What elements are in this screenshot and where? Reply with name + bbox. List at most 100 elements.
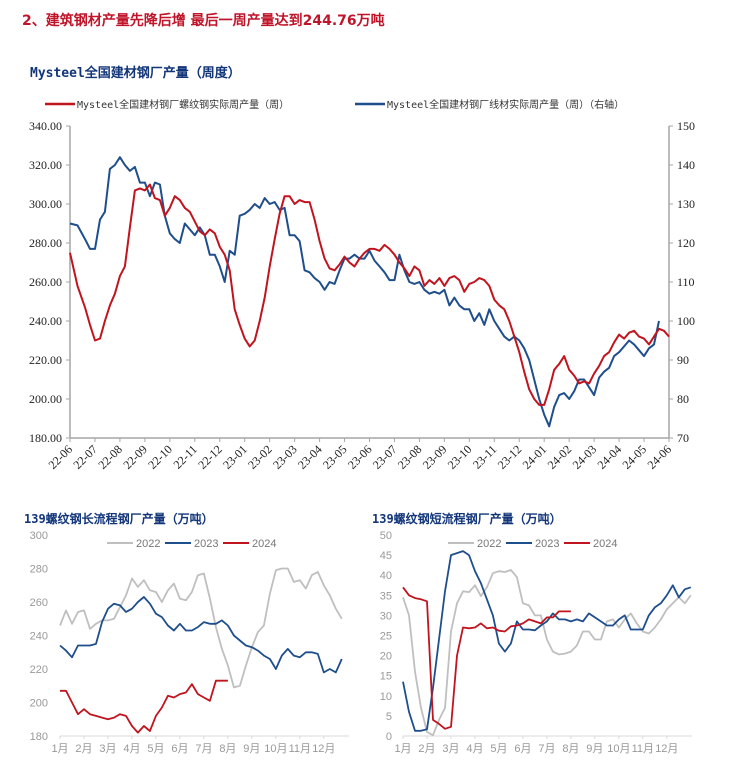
x-tick-label: 24-03 (570, 442, 600, 472)
right-y-tick-label: 100 (677, 314, 695, 328)
x-tick-label: 24-04 (595, 442, 625, 472)
y-tick-label: 260 (30, 597, 48, 609)
x-tick-label: 23-10 (445, 442, 475, 472)
left-y-tick-label: 260.00 (29, 275, 62, 289)
x-tick-label: 22-09 (120, 442, 150, 472)
x-tick-label: 22-11 (171, 442, 200, 471)
right-y-tick-label: 130 (677, 197, 695, 211)
series-line-2022 (59, 567, 343, 689)
y-tick-label: 15 (380, 671, 392, 683)
x-tick-label: 23-02 (245, 442, 275, 472)
x-tick-label: 24-02 (545, 442, 575, 472)
right-y-tick-label: 120 (677, 236, 695, 250)
x-tick-label: 22-07 (70, 442, 100, 472)
x-tick-label: 11月 (632, 743, 654, 755)
left-y-tick-label: 240.00 (29, 314, 62, 328)
x-tick-label: 2月 (75, 743, 92, 755)
x-tick-label: 3月 (99, 743, 116, 755)
x-tick-label: 6月 (514, 743, 531, 755)
y-tick-label: 0 (386, 731, 392, 743)
left-y-tick-label: 180.00 (29, 431, 62, 445)
rebar-series-line (69, 183, 670, 406)
y-tick-label: 280 (30, 564, 48, 576)
x-tick-label: 23-11 (470, 442, 499, 471)
left-y-tick-label: 300.00 (29, 197, 62, 211)
x-tick-label: 12月 (312, 743, 335, 755)
x-tick-label: 23-03 (270, 442, 300, 472)
right-y-tick-label: 80 (677, 392, 689, 406)
x-tick-label: 11月 (289, 743, 311, 755)
x-tick-label: 10月 (607, 743, 630, 755)
right-y-tick-label: 90 (677, 353, 689, 367)
wire-series-line (69, 156, 660, 428)
x-tick-label: 23-09 (420, 442, 450, 472)
right-y-tick-label: 110 (677, 275, 695, 289)
x-tick-label: 4月 (123, 743, 140, 755)
y-tick-label: 20 (380, 651, 392, 663)
legend-label-2022: 2022 (136, 538, 160, 550)
y-tick-label: 180 (30, 731, 48, 743)
x-tick-label: 5月 (490, 743, 507, 755)
x-tick-label: 7月 (538, 743, 555, 755)
y-tick-label: 300 (30, 530, 48, 542)
left-y-tick-label: 280.00 (29, 236, 62, 250)
left-y-tick-label: 200.00 (29, 392, 62, 406)
x-tick-label: 23-05 (320, 442, 350, 472)
x-tick-label: 23-04 (295, 442, 325, 472)
y-tick-label: 45 (380, 550, 392, 562)
legend-label-2022: 2022 (477, 538, 501, 550)
x-tick-label: 8月 (219, 743, 236, 755)
series-line-2022 (402, 569, 692, 737)
right-y-tick-label: 140 (677, 158, 695, 172)
x-tick-label: 1月 (394, 743, 411, 755)
y-tick-label: 40 (380, 570, 392, 582)
y-tick-label: 200 (30, 698, 48, 710)
legend-label-2023: 2023 (535, 538, 559, 550)
x-tick-label: 24-06 (644, 442, 674, 472)
x-tick-label: 22-12 (195, 442, 225, 472)
x-tick-label: 2月 (418, 743, 435, 755)
series-line-2023 (59, 596, 343, 674)
left-y-tick-label: 320.00 (29, 158, 62, 172)
x-tick-label: 9月 (243, 743, 260, 755)
x-tick-label: 7月 (195, 743, 212, 755)
y-tick-label: 50 (380, 530, 392, 542)
x-tick-label: 6月 (171, 743, 188, 755)
y-tick-label: 5 (386, 711, 392, 723)
legend-label-2024: 2024 (593, 538, 617, 550)
left-y-tick-label: 340.00 (29, 119, 62, 133)
x-tick-label: 4月 (466, 743, 483, 755)
legend-label-wire: Mysteel全国建材钢厂线材实际周产量（周）（右轴） (387, 98, 624, 111)
x-tick-label: 24-01 (520, 442, 550, 472)
right-y-tick-label: 150 (677, 119, 695, 133)
legend-label-2023: 2023 (194, 538, 218, 550)
x-tick-label: 8月 (562, 743, 579, 755)
x-tick-label: 22-06 (45, 442, 75, 472)
x-tick-label: 5月 (147, 743, 164, 755)
x-tick-label: 22-08 (95, 442, 125, 472)
x-tick-label: 23-06 (345, 442, 375, 472)
y-tick-label: 240 (30, 631, 48, 643)
x-tick-label: 23-08 (395, 442, 425, 472)
x-tick-label: 1月 (51, 743, 68, 755)
legend-label-2024: 2024 (252, 538, 276, 550)
x-tick-label: 9月 (586, 743, 603, 755)
series-line-2024 (60, 679, 228, 734)
y-tick-label: 220 (30, 664, 48, 676)
y-tick-label: 35 (380, 590, 392, 602)
series-line-2024 (402, 586, 571, 730)
x-tick-label: 23-07 (370, 442, 400, 472)
x-tick-label: 10月 (264, 743, 287, 755)
y-tick-label: 25 (380, 631, 392, 643)
section-heading: 2、建筑钢材产量先降后增 最后一周产量达到244.76万吨 (22, 13, 385, 29)
legend-label-rebar: Mysteel全国建材钢厂螺纹钢实际周产量（周） (77, 98, 289, 111)
y-tick-label: 30 (380, 610, 392, 622)
short-process-chart-title: 139螺纹钢短流程钢厂产量（万吨） (372, 512, 562, 526)
y-tick-label: 10 (380, 691, 392, 703)
x-tick-label: 3月 (442, 743, 459, 755)
right-y-tick-label: 70 (677, 431, 689, 445)
main-chart-title: Mysteel全国建材钢厂产量（周度） (30, 66, 241, 81)
long-process-chart-title: 139螺纹钢长流程钢厂产量（万吨） (24, 512, 214, 526)
left-y-tick-label: 220.00 (29, 353, 62, 367)
